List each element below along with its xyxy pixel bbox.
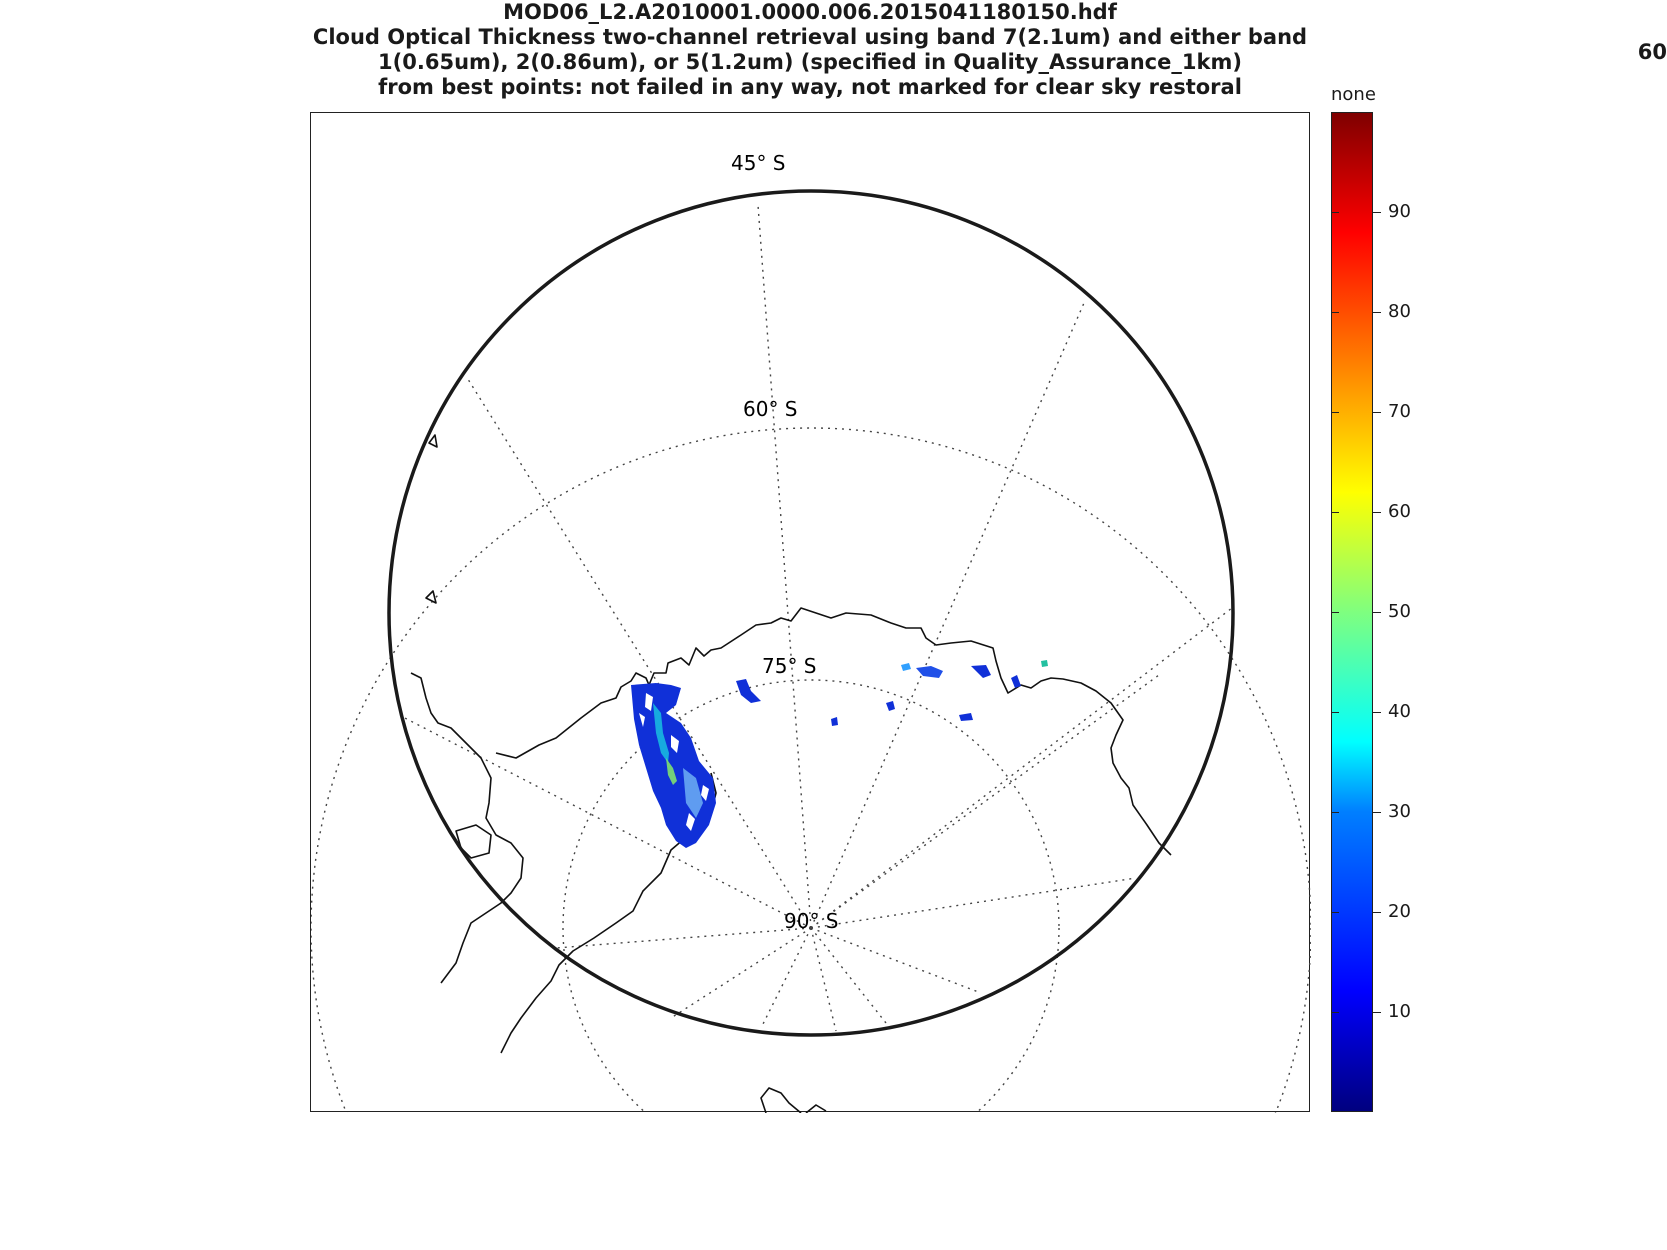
colorbar-tick-mark <box>1373 612 1381 613</box>
swath-streak <box>666 758 677 785</box>
lat-label-90s: 90° S <box>784 909 839 933</box>
title-line-4: from best points: not failed in any way,… <box>378 75 1242 99</box>
colorbar-tick-label: 40 <box>1388 701 1411 722</box>
meridian <box>810 927 887 1024</box>
colorbar-tick-mark-left <box>1331 1012 1339 1013</box>
colorbar-tick-mark-left <box>1331 512 1339 513</box>
cloud-patch <box>831 717 838 726</box>
colorbar-tick-label: 90 <box>1388 201 1411 222</box>
colorbar-tick-label: 50 <box>1388 601 1411 622</box>
peninsula-islands <box>410 672 524 984</box>
colorbar-tick-label: 30 <box>1388 801 1411 822</box>
cot-swath <box>631 660 1048 848</box>
meridian <box>810 877 1137 929</box>
cloud-patch <box>959 713 973 721</box>
meridian <box>465 375 812 929</box>
colorbar-tick-mark <box>1373 512 1381 513</box>
colorbar-tick-mark-left <box>1331 412 1339 413</box>
colorbar-tick-mark <box>1373 712 1381 713</box>
colorbar-tick-label: 70 <box>1388 401 1411 422</box>
figure-title: MOD06_L2.A2010001.0000.006.2015041180150… <box>310 0 1310 100</box>
parallel-75s <box>562 679 1060 1113</box>
colorbar-tick-mark <box>1373 412 1381 413</box>
ross-ice-shelf-coast <box>760 1087 827 1113</box>
meridians <box>400 204 1233 1032</box>
cloud-patch <box>901 663 911 671</box>
meridian <box>555 927 812 949</box>
cloud-patch <box>916 666 943 678</box>
parallels <box>311 427 1311 1113</box>
parallel-60s <box>311 427 1311 1113</box>
colorbar-tick-mark-left <box>1331 812 1339 813</box>
colorbar-tick-mark-left <box>1331 612 1339 613</box>
cloud-patch <box>1041 660 1048 667</box>
swath-streak <box>683 768 703 818</box>
colorbar-tick-mark-left <box>1331 712 1339 713</box>
meridian <box>810 302 1085 929</box>
colorbar-tick-mark <box>1373 312 1381 313</box>
cloud-patch <box>736 679 761 703</box>
meridian <box>810 927 982 994</box>
colorbar-tick-label: 80 <box>1388 301 1411 322</box>
meridian <box>760 927 812 1029</box>
swath-gap <box>639 693 709 831</box>
title-filename: MOD06_L2.A2010001.0000.006.2015041180150… <box>503 0 1117 24</box>
lat-label-75s: 75° S <box>762 654 817 678</box>
colorbar-tick-mark <box>1373 812 1381 813</box>
meridian <box>670 927 812 1019</box>
colorbar-tick-mark <box>1373 912 1381 913</box>
cloud-patch <box>1011 675 1021 688</box>
map-frame-circle <box>387 189 1235 1037</box>
meridian <box>400 715 812 929</box>
colorbar-tick-mark <box>1373 1012 1381 1013</box>
colorbar-tick-mark <box>1373 212 1381 213</box>
meridian <box>810 674 1160 929</box>
corner-label: 60 <box>1637 40 1667 64</box>
island-outline <box>455 824 492 859</box>
map-axes: 45° S 60° S 75° S 90° S <box>310 112 1311 1113</box>
meridian <box>757 204 812 929</box>
meridian <box>810 927 837 1032</box>
coastlines <box>410 434 1172 1113</box>
map-plot: 45° S 60° S 75° S 90° S <box>311 151 1311 1113</box>
cloud-patch <box>886 701 895 711</box>
meridian <box>810 607 1233 929</box>
small-island <box>428 434 438 448</box>
colorbar-tick-mark-left <box>1331 312 1339 313</box>
swath-streak <box>653 703 669 763</box>
colorbar-tick-label: 60 <box>1388 501 1411 522</box>
antarctic-coast <box>495 607 1172 856</box>
title-line-3: 1(0.65um), 2(0.86um), or 5(1.2um) (speci… <box>378 50 1242 74</box>
lat-label-60s: 60° S <box>743 397 798 421</box>
colorbar-tick-mark-left <box>1331 912 1339 913</box>
lat-label-45s: 45° S <box>731 151 786 175</box>
colorbar-tick-label: 10 <box>1388 1001 1411 1022</box>
small-island <box>425 590 437 604</box>
cloud-patch <box>971 665 991 678</box>
colorbar-tick-mark-left <box>1331 212 1339 213</box>
title-line-2: Cloud Optical Thickness two-channel retr… <box>312 25 1308 49</box>
colorbar-tick-label: 20 <box>1388 901 1411 922</box>
colorbar-title: none <box>1331 84 1376 105</box>
